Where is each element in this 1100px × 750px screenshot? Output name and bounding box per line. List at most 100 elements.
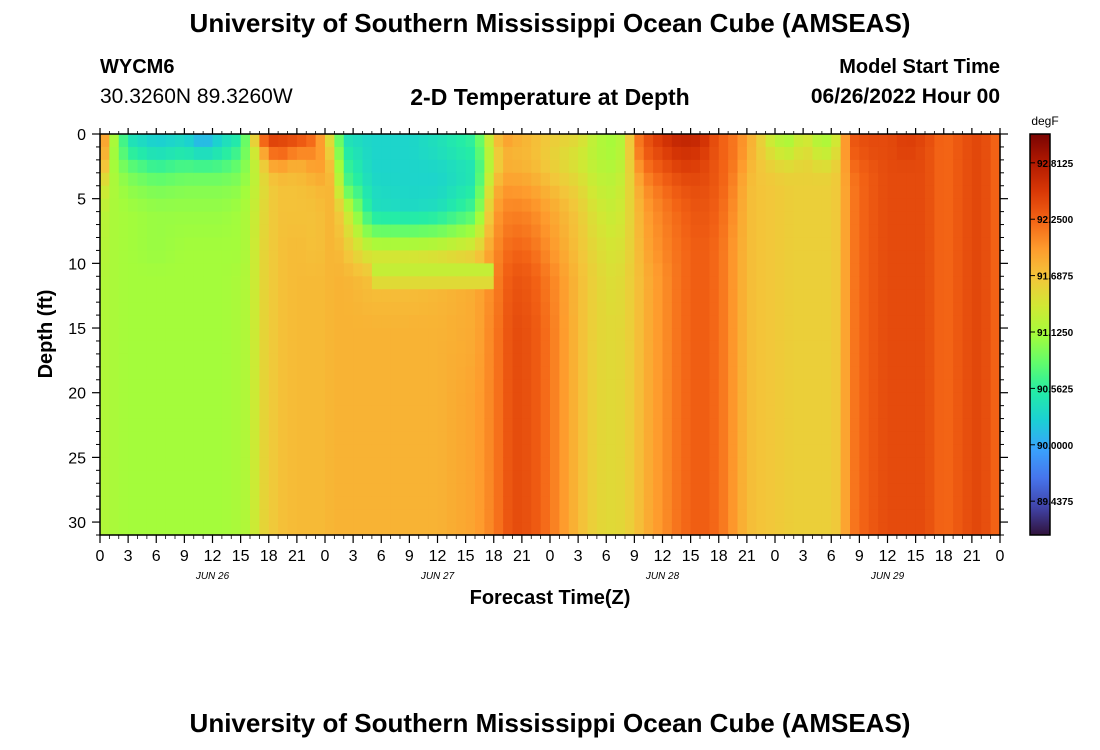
heatmap-cell <box>812 224 823 239</box>
heatmap-cell <box>315 198 326 213</box>
heatmap-cell <box>287 198 298 213</box>
heatmap-cell <box>165 276 176 290</box>
heatmap-cell <box>193 340 204 355</box>
heatmap-cell <box>334 146 345 161</box>
heatmap-cell <box>690 496 701 510</box>
heatmap-cell <box>634 457 645 471</box>
heatmap-cell <box>887 289 898 303</box>
heatmap-cell <box>821 366 832 381</box>
heatmap-cell <box>268 198 279 213</box>
heatmap-cell <box>353 496 364 510</box>
heatmap-cell <box>418 224 429 239</box>
heatmap-cell <box>793 198 804 213</box>
heatmap-cell <box>943 250 954 264</box>
heatmap-cell <box>371 340 382 355</box>
heatmap-cell <box>278 405 289 420</box>
heatmap-cell <box>428 418 439 433</box>
heatmap-cell <box>475 263 485 277</box>
heatmap-cell <box>943 237 954 252</box>
heatmap-cell <box>250 522 260 536</box>
heatmap-cell <box>568 340 579 355</box>
heatmap-cell <box>418 509 429 523</box>
heatmap-cell <box>746 522 757 536</box>
heatmap-cell <box>325 146 335 161</box>
heatmap-cell <box>100 211 110 226</box>
heatmap-cell <box>962 250 973 264</box>
heatmap-cell <box>371 509 382 523</box>
heatmap-cell <box>531 496 542 510</box>
heatmap-cell <box>671 483 682 497</box>
heatmap-cell <box>362 366 373 381</box>
heatmap-cell <box>221 522 232 536</box>
heatmap-cell <box>362 328 373 342</box>
heatmap-cell <box>915 353 926 368</box>
heatmap-cell <box>709 302 720 316</box>
heatmap-cell <box>793 418 804 433</box>
heatmap-cell <box>587 496 598 510</box>
heatmap-cell <box>925 159 935 174</box>
heatmap-cell <box>850 405 860 420</box>
heatmap-cell <box>400 250 410 264</box>
heatmap-cell <box>915 146 926 161</box>
heatmap-cell <box>681 263 692 277</box>
heatmap-cell <box>306 237 317 252</box>
heatmap-cell <box>596 328 607 342</box>
heatmap-cell <box>212 483 223 497</box>
heatmap-cell <box>390 379 401 394</box>
heatmap-cell <box>728 392 739 407</box>
heatmap-cell <box>118 328 129 342</box>
heatmap-cell <box>606 509 617 523</box>
heatmap-cell <box>962 146 973 161</box>
heatmap-cell <box>371 172 382 187</box>
heatmap-cell <box>343 522 354 536</box>
heatmap-cell <box>531 340 542 355</box>
heatmap-cell <box>193 172 204 187</box>
heatmap-cell <box>681 392 692 407</box>
heatmap-cell <box>503 159 514 174</box>
heatmap-cell <box>287 431 298 446</box>
heatmap-cell <box>840 211 851 226</box>
x-tick-label: 9 <box>855 548 864 565</box>
heatmap-cell <box>775 392 785 407</box>
heatmap-cell <box>146 185 157 200</box>
heatmap-cell <box>803 328 814 342</box>
heatmap-cell <box>615 405 626 420</box>
heatmap-cell <box>662 146 673 161</box>
heatmap-cell <box>868 250 879 264</box>
heatmap-cell <box>456 392 467 407</box>
heatmap-cell <box>334 340 345 355</box>
heatmap-cell <box>334 483 345 497</box>
heatmap-cell <box>512 315 523 329</box>
heatmap-cell <box>746 289 757 303</box>
heatmap-cell <box>456 224 467 239</box>
heatmap-cell <box>484 496 495 510</box>
heatmap-cell <box>934 172 945 187</box>
heatmap-cell <box>100 457 110 471</box>
heatmap-cell <box>475 237 485 252</box>
heatmap-cell <box>109 134 120 148</box>
heatmap-cell <box>493 457 504 471</box>
heatmap-cell <box>343 159 354 174</box>
heatmap-cell <box>700 302 710 316</box>
heatmap-cell <box>540 315 551 329</box>
heatmap-cell <box>371 431 382 446</box>
heatmap-cell <box>953 340 964 355</box>
heatmap-cell <box>971 483 982 497</box>
heatmap-cell <box>718 146 729 161</box>
heatmap-cell <box>775 496 785 510</box>
heatmap-cell <box>896 366 907 381</box>
heatmap-cell <box>625 185 635 200</box>
heatmap-cell <box>259 302 270 316</box>
heatmap-cell <box>615 340 626 355</box>
heatmap-cell <box>568 172 579 187</box>
heatmap-cell <box>109 522 120 536</box>
heatmap-cell <box>943 405 954 420</box>
heatmap-cell <box>906 509 917 523</box>
heatmap-cell <box>765 224 776 239</box>
heatmap-cell <box>428 431 439 446</box>
heatmap-cell <box>718 444 729 458</box>
heatmap-cell <box>175 418 185 433</box>
heatmap-cell <box>784 405 795 420</box>
heatmap-cell <box>371 444 382 458</box>
heatmap-cell <box>681 431 692 446</box>
